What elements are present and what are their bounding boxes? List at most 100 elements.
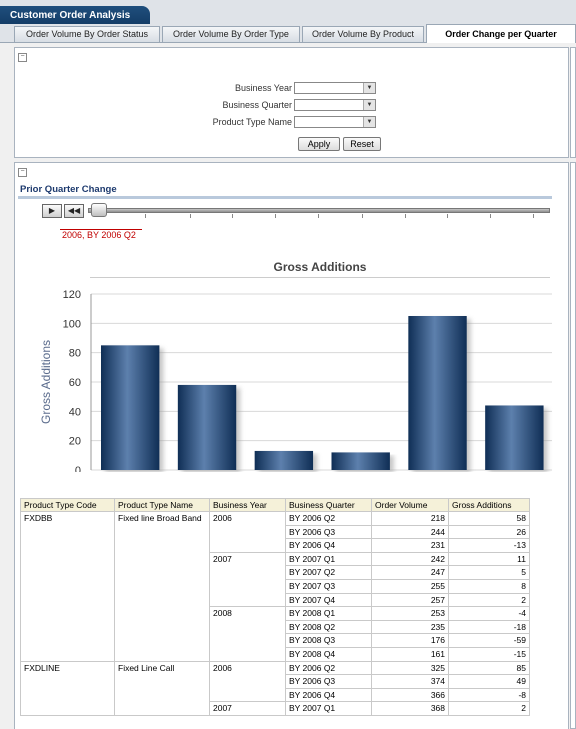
table-cell: 253 bbox=[371, 606, 449, 621]
table-cell: 242 bbox=[371, 551, 449, 567]
table-cell: 374 bbox=[371, 674, 449, 689]
slider-tick bbox=[318, 214, 319, 218]
table-row: FXDLINE Fixed Line Call 2006 BY 2006 Q2 325 8… bbox=[20, 660, 530, 716]
table-cell: 58 bbox=[448, 511, 530, 526]
table-row: BY 2008 Q3 176 -59 bbox=[21, 633, 530, 648]
table-cell: BY 2008 Q1 bbox=[285, 606, 372, 621]
business-year-select[interactable]: ▼ bbox=[294, 82, 376, 94]
slider-tick bbox=[190, 214, 191, 218]
table-cell: 255 bbox=[371, 578, 449, 594]
apply-button[interactable]: Apply bbox=[298, 137, 340, 151]
table-cell: BY 2007 Q1 bbox=[285, 701, 372, 716]
table-cell: 2 bbox=[448, 592, 530, 608]
collapse-icon[interactable]: − bbox=[18, 168, 27, 177]
y-tick-label: 100 bbox=[63, 318, 81, 330]
product-type-name-select[interactable]: ▼ bbox=[294, 116, 376, 128]
table-row: 2008 BY 2008 Q1 253 -4 bbox=[21, 606, 530, 662]
play-icon[interactable]: ▶ bbox=[42, 204, 62, 218]
table-cell: 2006 bbox=[209, 511, 286, 553]
column-header[interactable]: Business Quarter bbox=[285, 498, 372, 512]
reset-button[interactable]: Reset bbox=[343, 137, 381, 151]
slider-value-label: 2006, BY 2006 Q2 bbox=[62, 230, 136, 240]
column-header[interactable]: Product Type Code bbox=[20, 498, 115, 512]
business-quarter-label: Business Quarter bbox=[222, 100, 292, 110]
column-header[interactable]: Gross Additions bbox=[448, 498, 530, 512]
column-header[interactable]: Business Year bbox=[209, 498, 286, 512]
y-tick-label: 0 bbox=[75, 465, 81, 472]
chevron-down-icon[interactable]: ▼ bbox=[363, 83, 375, 93]
table-header-row: Product Type Code Product Type Name Busi… bbox=[20, 498, 530, 512]
table-cell: 8 bbox=[448, 578, 530, 594]
table-cell: 247 bbox=[371, 565, 449, 580]
slider-tick bbox=[362, 214, 363, 218]
y-tick-label: 120 bbox=[63, 289, 81, 301]
dashboard-title: Customer Order Analysis bbox=[0, 6, 150, 27]
bar[interactable] bbox=[254, 450, 314, 470]
table-cell: 325 bbox=[371, 660, 449, 676]
table-cell: 161 bbox=[371, 646, 449, 662]
table-cell: BY 2006 Q4 bbox=[285, 538, 372, 553]
tab-order-change-per-quarter[interactable]: Order Change per Quarter bbox=[426, 24, 576, 43]
table-row: BY 2007 Q4 257 2 bbox=[21, 592, 530, 608]
bar[interactable] bbox=[485, 405, 544, 470]
tab-order-volume-by-product[interactable]: Order Volume By Product bbox=[302, 26, 424, 42]
section-title: Prior Quarter Change bbox=[20, 184, 117, 195]
table-cell: 231 bbox=[371, 538, 449, 553]
chart-title: Gross Additions bbox=[273, 260, 367, 274]
business-quarter-select[interactable]: ▼ bbox=[294, 99, 376, 111]
table-cell: -59 bbox=[448, 633, 530, 648]
table-cell: Fixed line Broad Band bbox=[114, 511, 210, 662]
table-cell: 235 bbox=[371, 619, 449, 635]
y-tick-label: 20 bbox=[69, 436, 81, 448]
table-cell: BY 2008 Q3 bbox=[285, 633, 372, 648]
bar[interactable] bbox=[177, 384, 237, 470]
bar[interactable] bbox=[101, 345, 160, 470]
chevron-down-icon[interactable]: ▼ bbox=[363, 100, 375, 110]
table-cell: 2006 bbox=[209, 660, 286, 703]
y-axis-label: Gross Additions bbox=[39, 340, 53, 424]
table-cell: BY 2006 Q3 bbox=[285, 674, 372, 689]
table-cell: -13 bbox=[448, 538, 530, 553]
table-cell: BY 2007 Q1 bbox=[285, 551, 372, 567]
table-cell: 244 bbox=[371, 524, 449, 540]
slider-tick bbox=[490, 214, 491, 218]
slider-track[interactable] bbox=[88, 208, 550, 213]
table-cell: BY 2006 Q2 bbox=[285, 511, 372, 526]
tab-order-volume-by-order-status[interactable]: Order Volume By Order Status bbox=[14, 26, 160, 42]
table-body: FXDBB Fixed line Broad Band 2006 BY 2006 Q2… bbox=[20, 511, 530, 716]
tab-order-volume-by-order-type[interactable]: Order Volume By Order Type bbox=[162, 26, 300, 42]
table-cell: 2007 bbox=[209, 551, 286, 608]
table-cell: 368 bbox=[371, 701, 449, 716]
table-cell: -18 bbox=[448, 619, 530, 635]
chevron-down-icon[interactable]: ▼ bbox=[363, 117, 375, 127]
slider-tick bbox=[275, 214, 276, 218]
slider-tick bbox=[232, 214, 233, 218]
bar[interactable] bbox=[331, 452, 390, 470]
table-cell: 49 bbox=[448, 674, 530, 689]
slider-tick bbox=[447, 214, 448, 218]
y-tick-label: 40 bbox=[69, 406, 81, 418]
table-cell: -15 bbox=[448, 646, 530, 662]
rewind-icon[interactable]: ◀◀ bbox=[64, 204, 84, 218]
order-change-table: Product Type Code Product Type Name Busi… bbox=[20, 498, 530, 716]
column-header[interactable]: Product Type Name bbox=[114, 498, 210, 512]
collapse-icon[interactable]: − bbox=[18, 53, 27, 62]
table-cell: -8 bbox=[448, 687, 530, 703]
dashboard-header: Customer Order Analysis bbox=[0, 0, 576, 27]
y-tick-label: 60 bbox=[69, 377, 81, 389]
bar[interactable] bbox=[408, 316, 467, 470]
slider-thumb[interactable] bbox=[91, 203, 107, 217]
section-divider bbox=[18, 196, 552, 199]
table-row: BY 2007 Q2 247 5 bbox=[21, 565, 530, 580]
slider-tick bbox=[145, 214, 146, 218]
table-cell: 2008 bbox=[209, 606, 286, 662]
right-panel-edge bbox=[570, 162, 576, 729]
table-row: FXDBB Fixed line Broad Band 2006 BY 2006 Q2… bbox=[20, 511, 530, 662]
table-row: BY 2006 Q3 374 49 bbox=[21, 674, 530, 689]
business-quarter-row: Business Quarter ▼ bbox=[0, 99, 576, 111]
column-header[interactable]: Order Volume bbox=[371, 498, 449, 512]
table-cell: BY 2008 Q2 bbox=[285, 619, 372, 635]
table-row: BY 2008 Q4 161 -15 bbox=[21, 646, 530, 662]
table-row: 2007 BY 2007 Q1 368 2 bbox=[21, 701, 530, 716]
business-year-row: Business Year ▼ bbox=[0, 82, 576, 94]
